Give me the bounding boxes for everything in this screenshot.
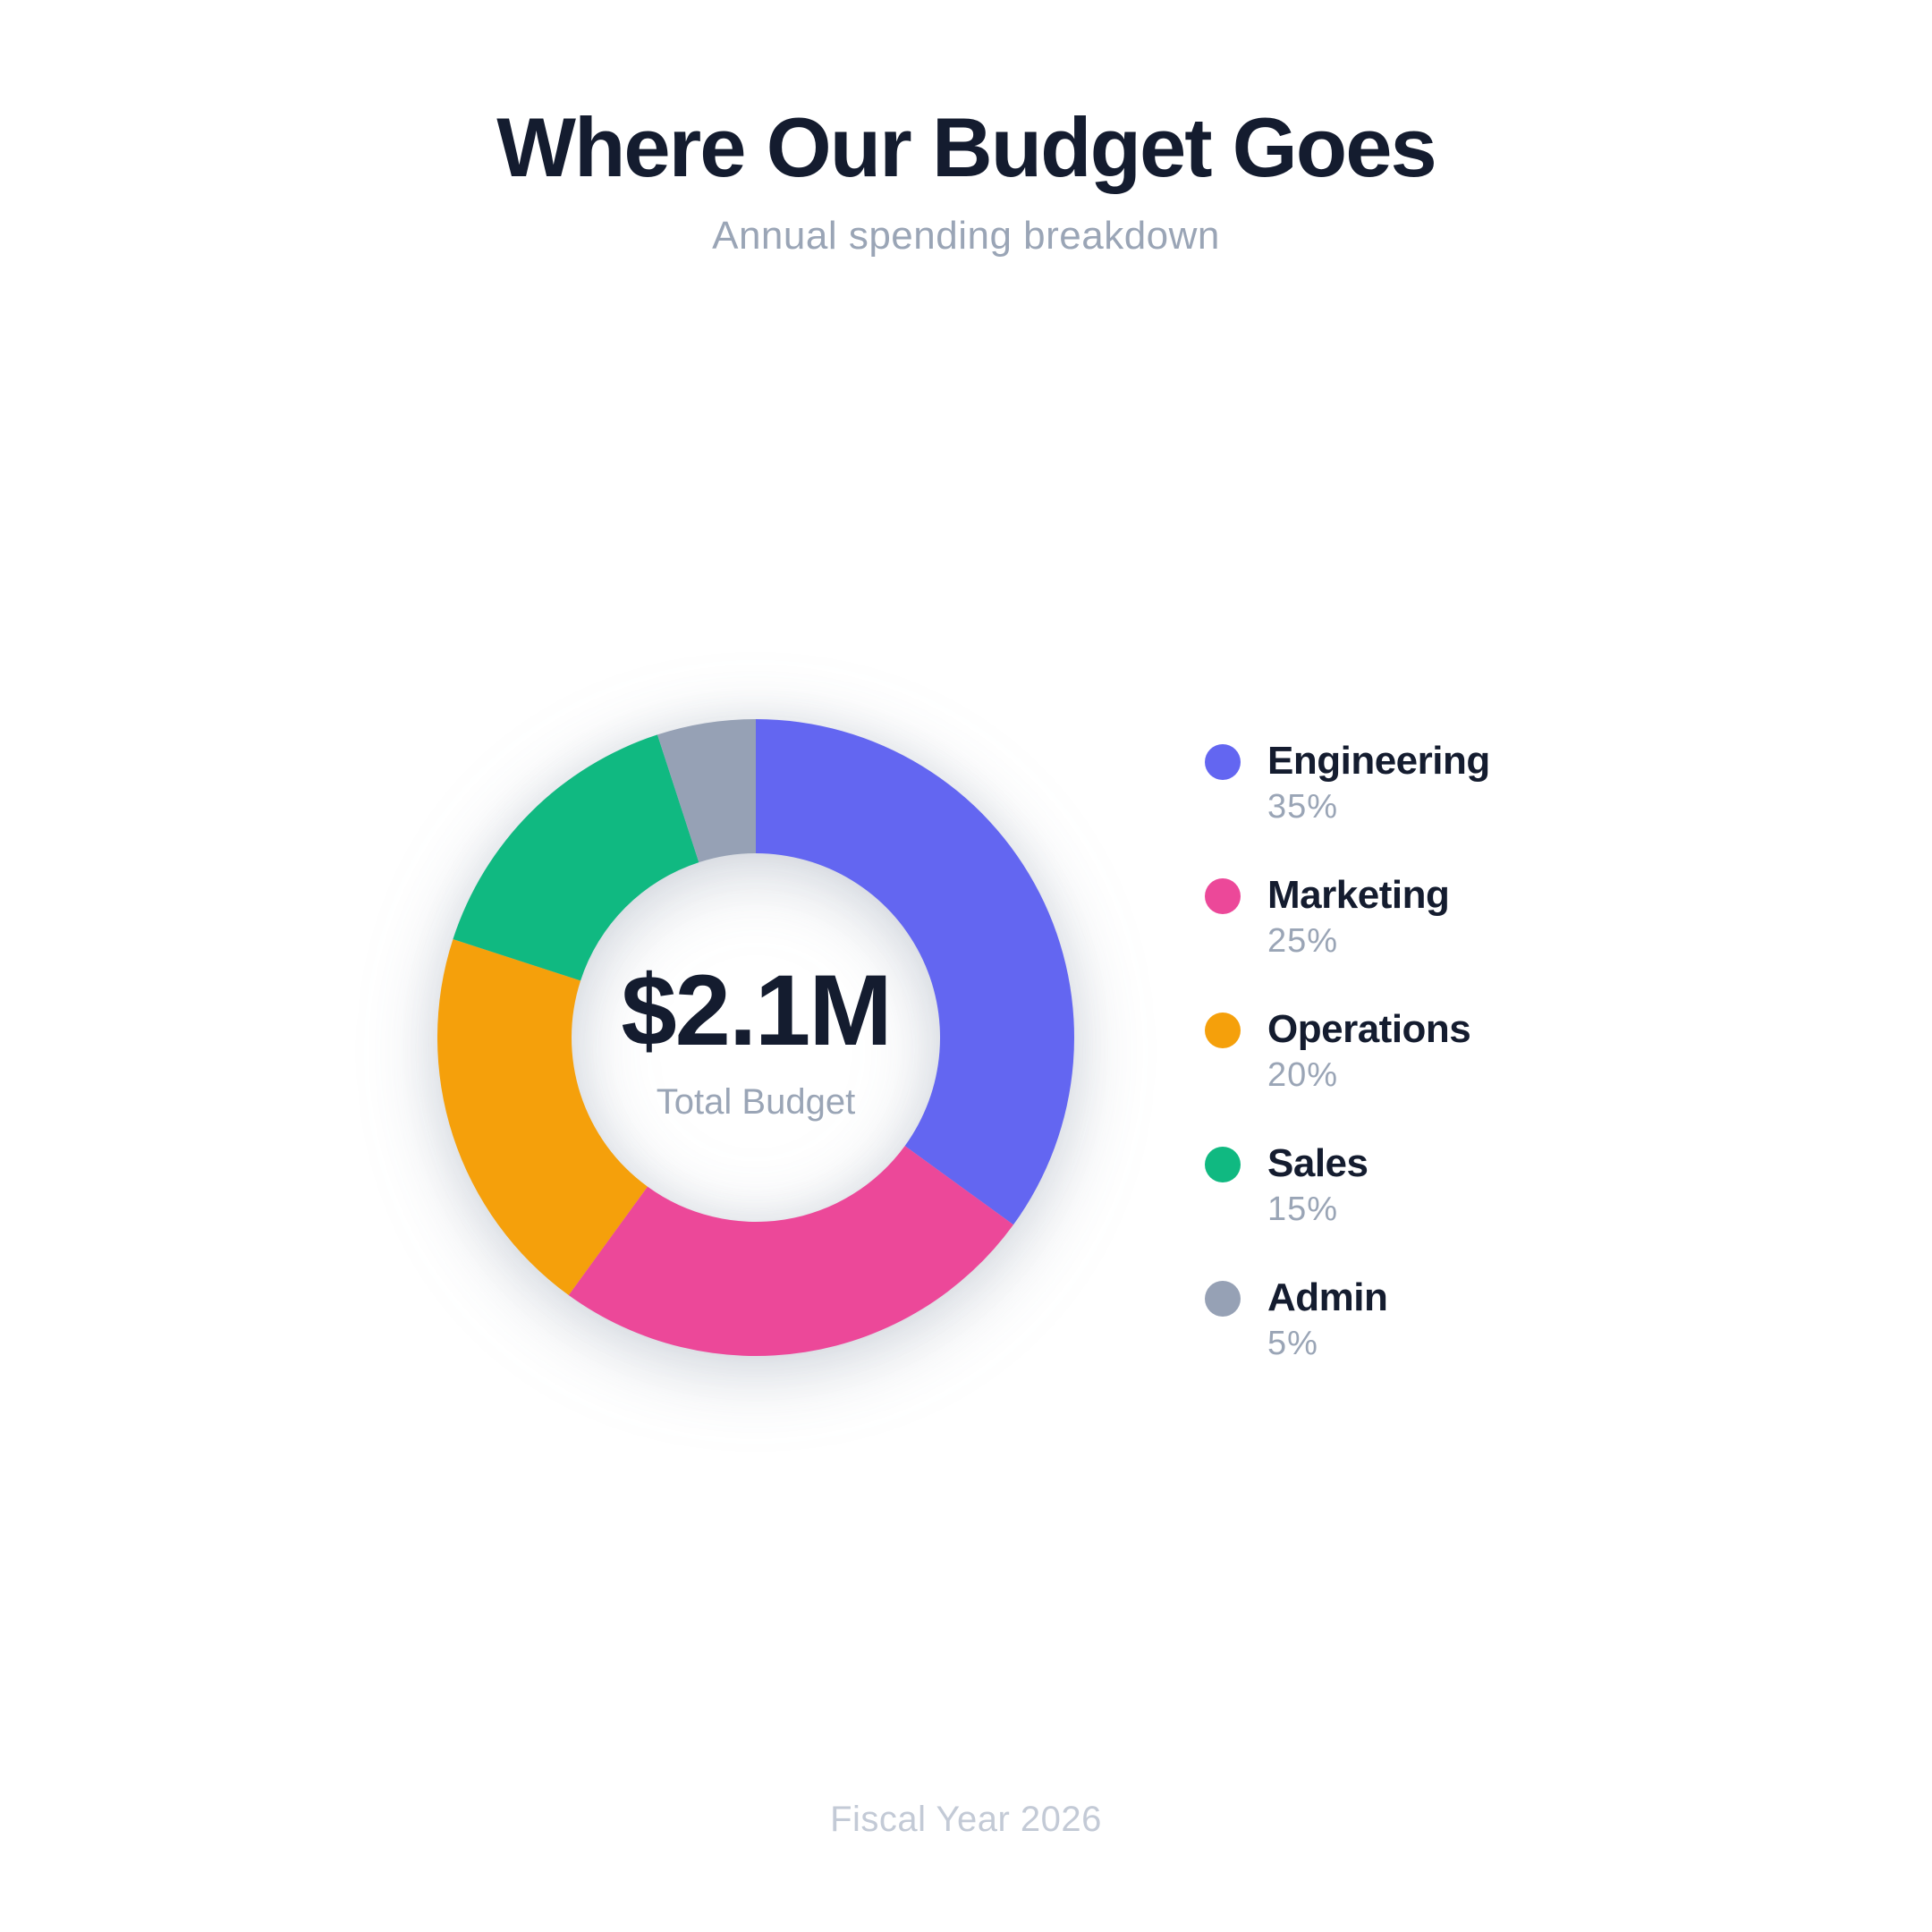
legend-item-engineering: Engineering 35% — [1205, 739, 1490, 826]
legend-label: Operations — [1267, 1007, 1471, 1051]
legend-item-marketing: Marketing 25% — [1205, 873, 1490, 961]
legend-item-sales: Sales 15% — [1205, 1141, 1490, 1229]
legend-color-dot — [1205, 1013, 1241, 1048]
page-title: Where Our Budget Goes — [496, 100, 1437, 194]
legend-color-dot — [1205, 744, 1241, 780]
legend-color-dot — [1205, 878, 1241, 914]
legend-label: Engineering — [1267, 739, 1490, 783]
legend-color-dot — [1205, 1281, 1241, 1317]
legend-percent: 15% — [1267, 1191, 1339, 1228]
legend-item-admin: Admin 5% — [1205, 1275, 1490, 1363]
legend-label: Sales — [1267, 1141, 1368, 1185]
legend-percent: 25% — [1267, 922, 1339, 960]
donut-segment-operations — [437, 938, 648, 1296]
legend-percent: 35% — [1267, 788, 1339, 826]
legend: Engineering 35% Marketing 25% Operations… — [1205, 739, 1490, 1363]
legend-item-operations: Operations 20% — [1205, 1007, 1490, 1095]
donut-chart — [437, 719, 1074, 1356]
donut-segment-admin — [657, 719, 756, 863]
legend-label: Admin — [1267, 1275, 1388, 1319]
legend-label: Marketing — [1267, 873, 1450, 917]
legend-texts: Operations 20% — [1267, 1007, 1471, 1095]
legend-texts: Admin 5% — [1267, 1275, 1388, 1363]
legend-texts: Marketing 25% — [1267, 873, 1450, 961]
donut-segment-marketing — [568, 1146, 1014, 1356]
donut-segment-engineering — [756, 719, 1074, 1225]
footer-note: Fiscal Year 2026 — [830, 1800, 1102, 1839]
donut-segment-sales — [453, 734, 699, 981]
legend-texts: Sales 15% — [1267, 1141, 1368, 1229]
page-header: Where Our Budget Goes Annual spending br… — [0, 100, 1932, 258]
legend-color-dot — [1205, 1147, 1241, 1182]
legend-percent: 20% — [1267, 1056, 1339, 1094]
page-subtitle: Annual spending breakdown — [712, 214, 1220, 258]
donut-chart-area: $2.1M Total Budget — [437, 719, 1074, 1356]
legend-texts: Engineering 35% — [1267, 739, 1490, 826]
legend-percent: 5% — [1267, 1325, 1318, 1362]
